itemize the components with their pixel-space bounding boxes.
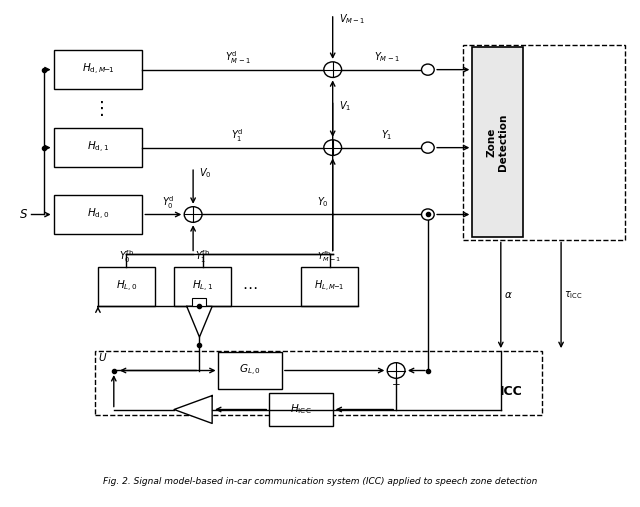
Circle shape [184,207,202,222]
Text: $H_{\mathrm{d},0}$: $H_{\mathrm{d},0}$ [87,207,109,222]
Text: $Y^{\mathrm{d}}_{1}$: $Y^{\mathrm{d}}_{1}$ [231,127,244,144]
Text: $S$: $S$ [19,208,28,221]
Text: $H_{\mathrm{d},1}$: $H_{\mathrm{d},1}$ [87,140,109,155]
Bar [463,45,625,240]
Text: $H_{L,1}$: $H_{L,1}$ [192,279,213,295]
Text: $\vdots$: $\vdots$ [92,99,104,118]
Text: $H_{L,0}$: $H_{L,0}$ [116,279,138,295]
Bar [218,352,282,388]
Text: $H_{L,M\!\!-\!\!1}$: $H_{L,M\!\!-\!\!1}$ [314,279,344,295]
Text: $Y^{\mathrm{fb}}_{1}$: $Y^{\mathrm{fb}}_{1}$ [195,248,210,265]
Text: $Y_{M-1}$: $Y_{M-1}$ [374,51,399,64]
Polygon shape [174,395,212,423]
Text: $Y^{\mathrm{fb}}_{M-1}$: $Y^{\mathrm{fb}}_{M-1}$ [317,249,342,264]
Circle shape [422,64,434,75]
Bar [174,267,231,306]
Text: $Y^{\mathrm{d}}_{0}$: $Y^{\mathrm{d}}_{0}$ [161,194,174,210]
Text: $\alpha$: $\alpha$ [504,291,513,300]
Polygon shape [187,306,212,337]
Circle shape [324,140,342,156]
Text: ICC: ICC [500,385,523,399]
Bar [54,195,142,234]
Bar [54,128,142,167]
Text: $\alpha$: $\alpha$ [192,405,200,415]
Bar [98,267,155,306]
Text: $U$: $U$ [98,350,108,363]
Circle shape [422,142,434,153]
Circle shape [324,62,342,78]
Bar [472,47,523,237]
Text: $\cdots$: $\cdots$ [243,279,258,295]
Text: Zone
Detection: Zone Detection [487,114,508,171]
Text: $V_0$: $V_0$ [200,166,212,179]
Text: $\tau_{\mathrm{ICC}}$: $\tau_{\mathrm{ICC}}$ [564,289,583,301]
Text: $H_{\mathrm{d},M\!\!-\!\!1}$: $H_{\mathrm{d},M\!\!-\!\!1}$ [82,62,114,77]
Text: $V_{M-1}$: $V_{M-1}$ [339,13,365,26]
Text: $Y_0$: $Y_0$ [317,195,329,209]
Bar [301,267,358,306]
Circle shape [387,363,405,378]
Text: $H_{\mathrm{ICC}}$: $H_{\mathrm{ICC}}$ [290,403,312,416]
Text: $Y^{\mathrm{fb}}_{0}$: $Y^{\mathrm{fb}}_{0}$ [119,248,134,265]
Bar [54,50,142,89]
Circle shape [422,209,434,220]
Text: $Y_1$: $Y_1$ [381,128,392,142]
Bar [193,298,207,306]
Text: $Y^{\mathrm{d}}_{M-1}$: $Y^{\mathrm{d}}_{M-1}$ [225,49,250,66]
Text: $-$: $-$ [391,378,401,388]
Bar [95,351,542,415]
Bar [269,393,333,426]
Text: $G_{L,0}$: $G_{L,0}$ [239,363,261,378]
Text: Fig. 2. Signal model-based in-car communication system (ICC) applied to speech z: Fig. 2. Signal model-based in-car commun… [103,478,537,486]
Text: $V_1$: $V_1$ [339,99,351,113]
